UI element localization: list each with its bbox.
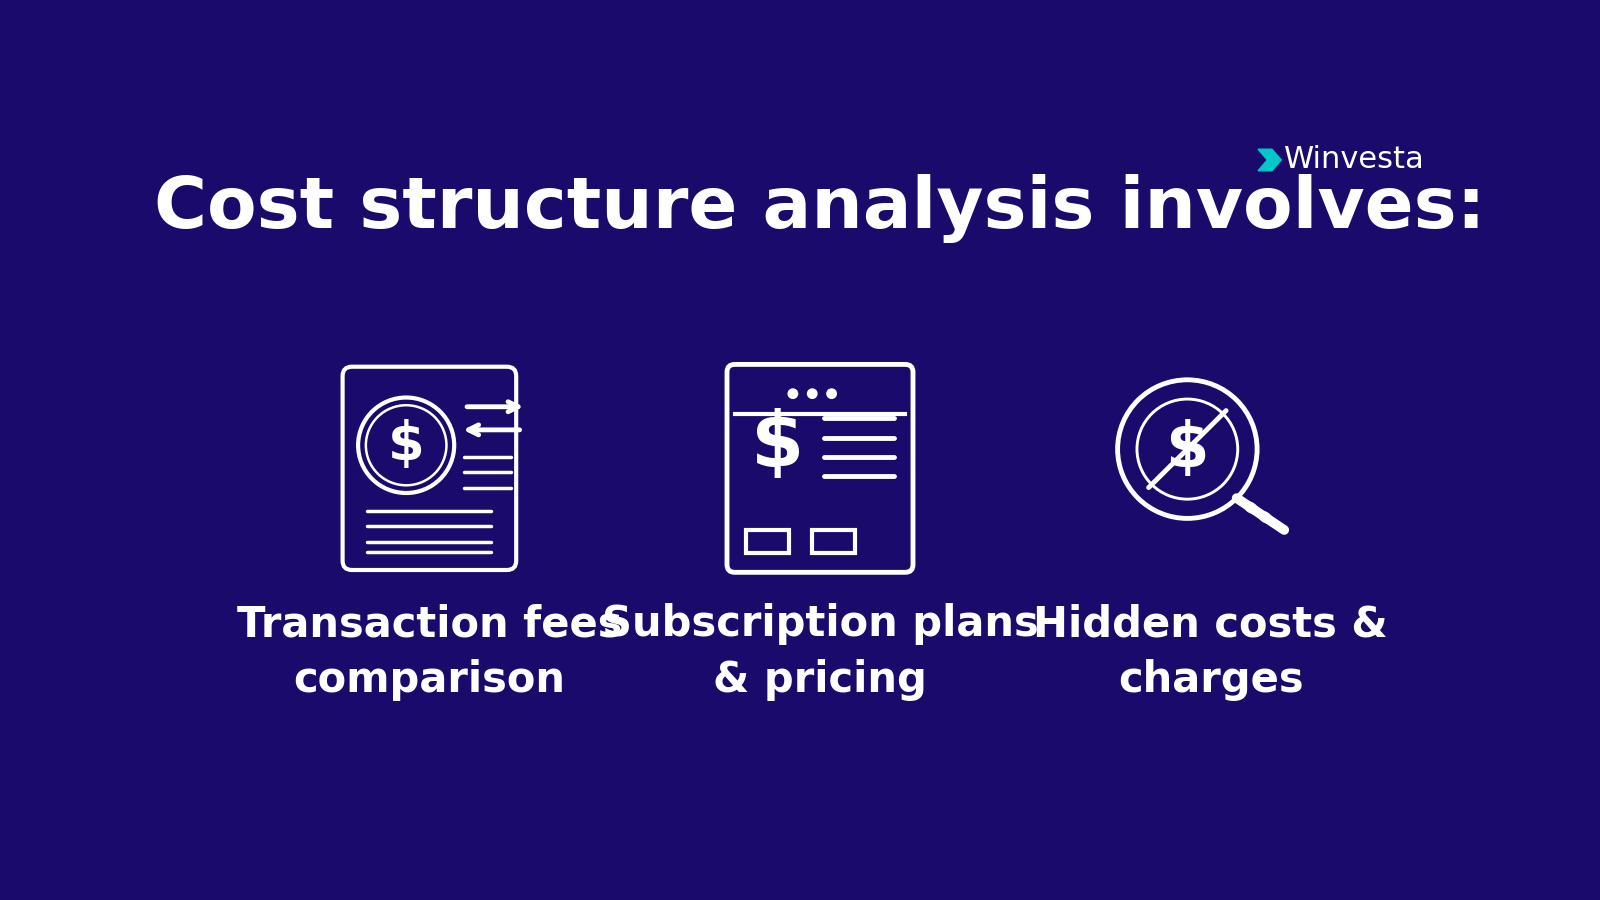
- Ellipse shape: [1258, 510, 1274, 524]
- Text: $: $: [1165, 419, 1210, 479]
- Text: Hidden costs &
charges: Hidden costs & charges: [1034, 603, 1387, 700]
- Text: Transaction fees
comparison: Transaction fees comparison: [237, 603, 622, 700]
- Polygon shape: [1258, 149, 1282, 171]
- Circle shape: [826, 388, 837, 399]
- Circle shape: [806, 388, 818, 399]
- Bar: [746, 530, 789, 554]
- Text: Winvesta: Winvesta: [1285, 146, 1426, 175]
- Text: Cost structure analysis involves:: Cost structure analysis involves:: [154, 174, 1486, 243]
- Ellipse shape: [1243, 501, 1259, 514]
- Text: Subscription plans
& pricing: Subscription plans & pricing: [602, 603, 1038, 700]
- Circle shape: [787, 388, 798, 399]
- Text: $: $: [387, 419, 424, 472]
- Bar: [813, 530, 854, 554]
- Text: $: $: [750, 409, 803, 482]
